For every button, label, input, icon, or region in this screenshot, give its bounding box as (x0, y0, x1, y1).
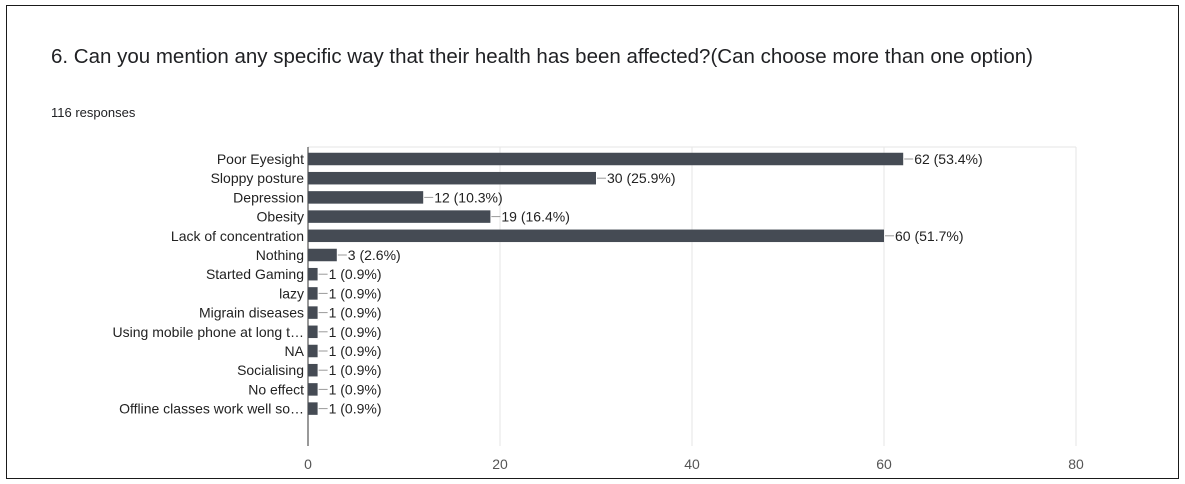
bar (308, 287, 318, 300)
survey-question-card: 6. Can you mention any specific way that… (6, 5, 1179, 479)
bar (308, 172, 596, 185)
category-label: Depression (233, 189, 304, 205)
category-label: Poor Eyesight (217, 151, 304, 167)
data-label: 1 (0.9%) (329, 285, 382, 301)
bar (308, 191, 423, 204)
category-label: lazy (279, 285, 304, 301)
data-label: 1 (0.9%) (329, 343, 382, 359)
bar (308, 306, 318, 319)
bar-chart: 0 20 40 60 80 Poor Eyesight 62 (53.4%) Sloppy p… (7, 6, 1179, 479)
data-label: 60 (51.7%) (895, 228, 963, 244)
bar (308, 402, 318, 415)
category-label: NA (285, 343, 305, 359)
category-label: Sloppy posture (211, 170, 305, 186)
category-label: Socialising (237, 362, 304, 378)
bar (308, 383, 318, 396)
x-tick-label: 40 (684, 456, 700, 472)
category-label: Offline classes work well so… (119, 401, 304, 417)
x-tick-label: 20 (492, 456, 508, 472)
bar (308, 268, 318, 281)
category-label: Nothing (256, 247, 304, 263)
x-tick-label: 80 (1068, 456, 1084, 472)
data-label: 3 (2.6%) (348, 247, 401, 263)
category-label: Lack of concentration (171, 228, 304, 244)
data-label: 1 (0.9%) (329, 305, 382, 321)
data-label: 1 (0.9%) (329, 401, 382, 417)
data-label: 1 (0.9%) (329, 324, 382, 340)
bar (308, 326, 318, 339)
data-label: 12 (10.3%) (434, 189, 502, 205)
category-label: Obesity (257, 209, 304, 225)
bar (308, 249, 337, 262)
bar (308, 230, 884, 243)
data-label: 19 (16.4%) (501, 209, 569, 225)
x-tick-label: 0 (304, 456, 312, 472)
bar (308, 210, 490, 223)
data-label: 1 (0.9%) (329, 381, 382, 397)
category-label: Started Gaming (206, 266, 304, 282)
data-label: 1 (0.9%) (329, 362, 382, 378)
data-label: 1 (0.9%) (329, 266, 382, 282)
category-label: Migrain diseases (199, 305, 304, 321)
bar (308, 364, 318, 377)
bar (308, 153, 903, 166)
x-tick-label: 60 (876, 456, 892, 472)
category-label: No effect (248, 381, 304, 397)
data-label: 62 (53.4%) (914, 151, 982, 167)
category-label: Using mobile phone at long t… (113, 324, 304, 340)
data-label: 30 (25.9%) (607, 170, 675, 186)
bar (308, 345, 318, 358)
